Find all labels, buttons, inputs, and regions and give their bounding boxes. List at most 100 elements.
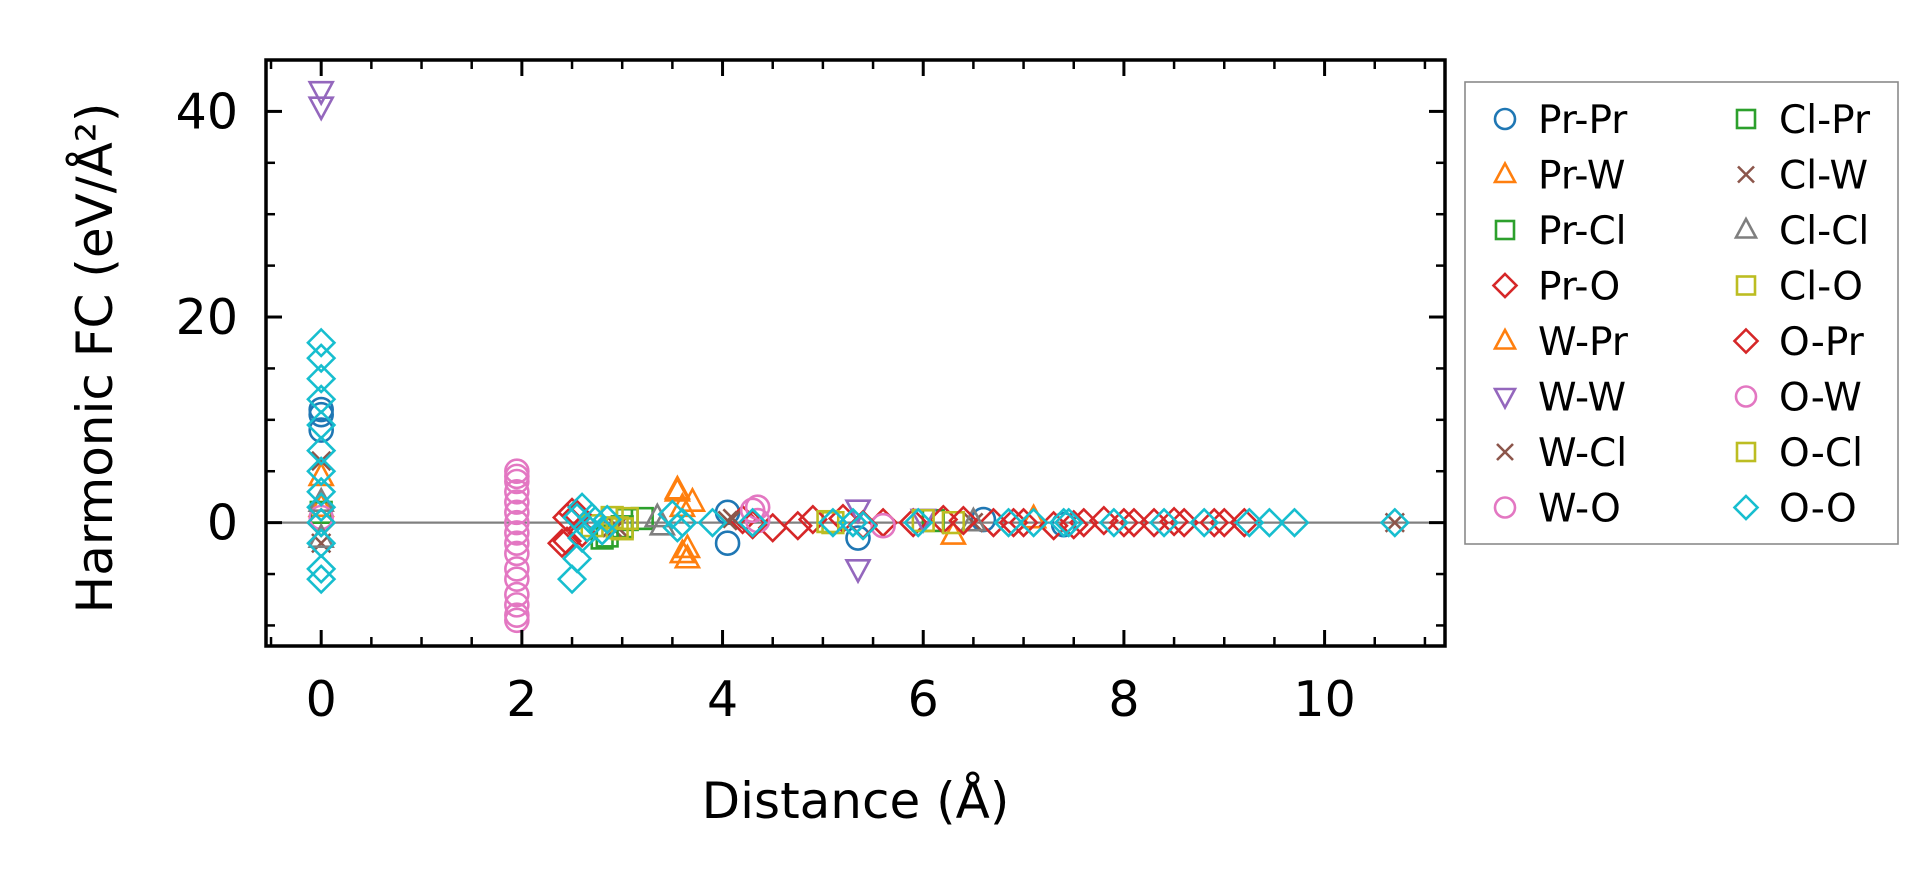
legend-label: O-W <box>1779 376 1862 421</box>
legend-label: Pr-W <box>1538 154 1625 199</box>
data-point <box>504 566 530 592</box>
legend-entry: W-Pr <box>1492 320 1629 365</box>
legend-label: Cl-O <box>1779 265 1863 310</box>
series-pr-o <box>306 497 1260 559</box>
legend-marker <box>1492 387 1518 411</box>
legend-marker <box>1737 165 1755 184</box>
data-point <box>817 507 848 538</box>
data-point <box>615 506 639 531</box>
legend-label: Cl-Cl <box>1779 209 1869 254</box>
data-point <box>306 553 337 584</box>
legend-marker <box>1494 219 1516 241</box>
ticks-layer: 0 2 4 6 8 10 0 20 40 <box>176 58 1445 728</box>
data-layer <box>266 80 1445 634</box>
legend-entry: Cl-Pr <box>1735 98 1871 143</box>
legend-entry: O-W <box>1734 376 1862 421</box>
data-point <box>587 515 618 546</box>
data-point <box>1018 507 1049 538</box>
data-point <box>306 343 337 374</box>
legend-entry: W-W <box>1492 376 1626 421</box>
data-point <box>737 509 768 540</box>
data-point <box>307 491 335 518</box>
legend-entry: Cl-W <box>1737 154 1868 199</box>
legend-marker <box>1732 494 1760 521</box>
data-point <box>697 507 728 538</box>
data-point <box>948 505 979 536</box>
data-point <box>668 538 697 564</box>
data-point <box>561 543 593 574</box>
legend-marker <box>1733 216 1759 239</box>
legend-entry: W-Cl <box>1496 431 1627 476</box>
data-point <box>308 401 334 428</box>
legend-marker <box>1493 496 1517 519</box>
legend-label: Pr-Cl <box>1538 209 1627 254</box>
legend-marker <box>1734 385 1758 408</box>
data-point <box>1148 507 1180 538</box>
data-point <box>714 530 741 556</box>
data-point <box>306 476 337 507</box>
legend-marker <box>1735 108 1757 130</box>
legend-marker <box>1493 107 1517 131</box>
series-o-o <box>306 327 1410 595</box>
data-point <box>1229 507 1260 538</box>
data-point <box>504 530 530 556</box>
data-point <box>504 520 530 546</box>
series-group <box>266 80 1445 634</box>
legend-label: W-O <box>1538 487 1621 532</box>
data-point <box>504 540 530 567</box>
data-point <box>306 363 337 394</box>
data-point <box>504 489 530 515</box>
legend-marker <box>1735 441 1757 463</box>
data-point <box>782 510 813 541</box>
data-point <box>306 492 337 523</box>
legend-label: W-Pr <box>1538 320 1629 365</box>
data-point <box>1254 507 1285 538</box>
data-point <box>504 509 530 536</box>
data-point <box>504 478 530 505</box>
data-point <box>1108 507 1139 538</box>
legend-label: Cl-W <box>1779 154 1868 199</box>
x-tick-label: 4 <box>707 671 738 728</box>
data-point <box>744 494 771 521</box>
data-point <box>1189 507 1220 538</box>
series-o-pr <box>551 499 1240 557</box>
legend-frame <box>1464 81 1899 545</box>
legend-entry: Pr-Pr <box>1493 98 1628 143</box>
data-point <box>1058 509 1089 540</box>
x-tick-label: 10 <box>1293 671 1355 728</box>
legend-entry: O-O <box>1732 487 1857 532</box>
data-point <box>667 507 698 538</box>
data-point <box>737 507 768 538</box>
data-point <box>1048 507 1079 538</box>
data-point <box>504 581 530 608</box>
data-point <box>1234 507 1265 538</box>
data-point <box>1379 507 1410 538</box>
data-point <box>978 507 1009 538</box>
data-point <box>592 504 623 535</box>
legend-entry: Pr-O <box>1491 265 1620 310</box>
y-tick-label: 40 <box>176 83 238 140</box>
data-point <box>504 592 530 618</box>
legend-marker <box>1491 272 1519 299</box>
y-tick-label: 20 <box>176 289 238 346</box>
data-point <box>556 564 588 595</box>
y-tick-label: 0 <box>207 495 238 552</box>
legend-marker <box>1492 327 1518 350</box>
legend-marker <box>1735 275 1757 296</box>
data-point <box>1279 507 1310 538</box>
legend-entry: Cl-Cl <box>1733 209 1869 254</box>
data-point <box>837 507 869 538</box>
series-w-cl <box>311 450 1405 554</box>
data-point <box>306 507 337 538</box>
data-point <box>1008 507 1039 538</box>
data-point <box>1088 505 1119 536</box>
data-point <box>1118 507 1150 538</box>
data-point <box>311 450 332 472</box>
data-point <box>306 456 337 487</box>
plot-frame <box>264 58 1447 648</box>
data-point <box>739 497 766 524</box>
data-point <box>903 507 934 538</box>
legend-entry: O-Cl <box>1735 431 1863 476</box>
legend-label: O-Pr <box>1779 320 1865 365</box>
